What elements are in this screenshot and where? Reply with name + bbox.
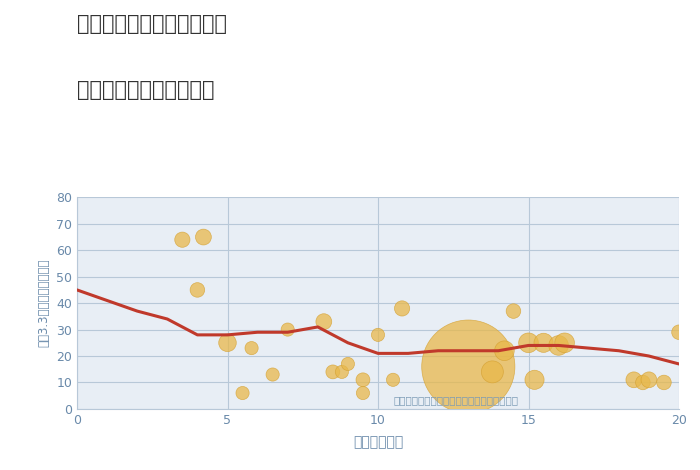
Point [643,376,655,384]
Point [553,342,564,349]
Point [342,360,354,368]
Point [246,345,257,352]
Point [523,339,534,346]
Text: 兵庫県豊岡市但東町小坂の: 兵庫県豊岡市但東町小坂の [77,14,227,34]
Point [282,326,293,333]
Point [388,376,399,384]
Point [463,363,474,370]
Point [237,389,248,397]
Text: 駅距離別中古戸建て価格: 駅距離別中古戸建て価格 [77,80,214,100]
Y-axis label: 坪（3.3㎡）単価（万円）: 坪（3.3㎡）単価（万円） [38,259,50,347]
Point [529,376,540,384]
Point [486,368,498,376]
Point [559,339,570,346]
Point [176,236,188,243]
Point [267,371,278,378]
X-axis label: 駅距離（分）: 駅距離（分） [353,435,403,449]
Point [673,329,685,336]
Point [658,379,669,386]
Point [508,307,519,315]
Point [538,339,549,346]
Point [318,318,330,325]
Point [336,368,347,376]
Point [372,331,384,338]
Point [222,339,233,346]
Point [357,389,368,397]
Point [499,347,510,354]
Point [357,376,368,384]
Point [198,233,209,241]
Point [637,379,648,386]
Point [396,305,407,312]
Point [192,286,203,294]
Text: 円の大きさは、取引のあった物件面積を示す: 円の大きさは、取引のあった物件面積を示す [393,396,518,406]
Point [629,376,640,384]
Point [328,368,339,376]
